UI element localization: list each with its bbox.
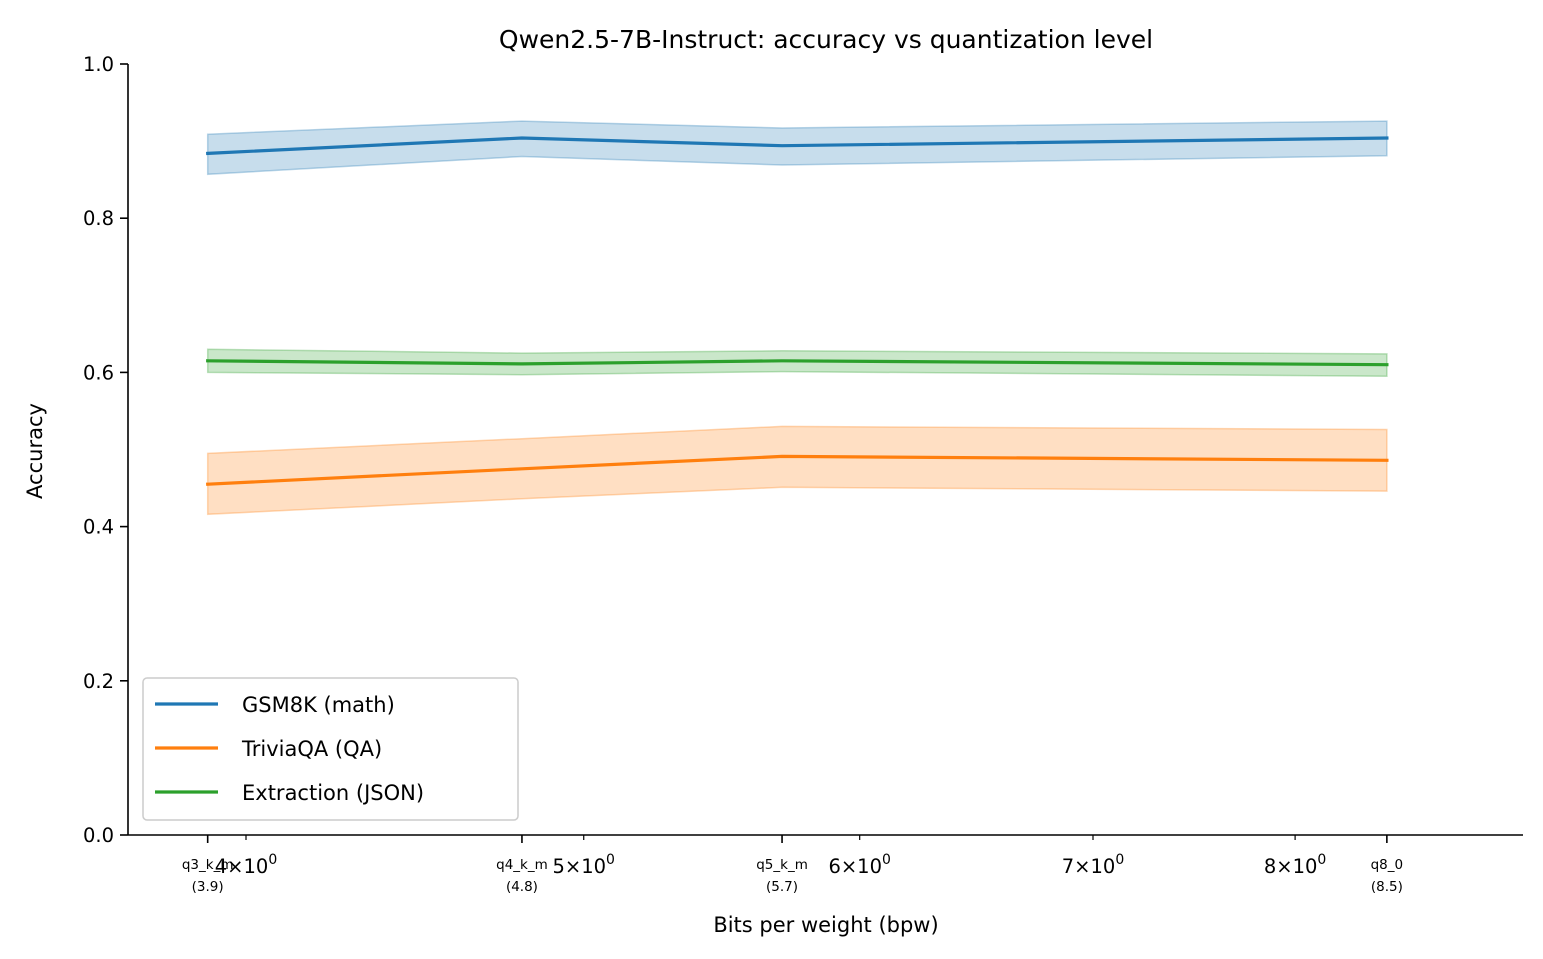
x-axis-label: Bits per weight (bpw) <box>713 913 938 937</box>
y-ticks: 0.0 0.2 0.4 0.6 0.8 1.0 <box>83 53 128 847</box>
x-category-bpw: (5.7) <box>766 879 798 895</box>
x-category-name: q5_k_m <box>756 857 808 873</box>
legend-label-0: GSM8K (math) <box>242 693 395 717</box>
x-ticks: 4×100 5×100 6×100 7×100 8×100 q3_k_m (3.9) q4_k… <box>182 835 1403 895</box>
y-tick-label: 0.4 <box>83 516 114 539</box>
chart-title: Qwen2.5-7B-Instruct: accuracy vs quantiz… <box>499 25 1153 54</box>
legend-label-2: Extraction (JSON) <box>242 781 424 805</box>
series-1-band <box>206 425 1388 516</box>
y-tick-label: 1.0 <box>83 53 114 76</box>
x-category-bpw: (3.9) <box>192 879 224 895</box>
y-tick-label: 0.2 <box>83 670 114 693</box>
x-category-bpw: (8.5) <box>1371 879 1403 895</box>
y-tick-label: 0.6 <box>83 361 114 384</box>
x-log-tick-label: 5×100 <box>552 852 614 878</box>
x-log-tick-label: 7×100 <box>1062 852 1124 878</box>
x-log-tick-label: 8×100 <box>1264 852 1326 878</box>
legend: GSM8K (math) TriviaQA (QA) Extraction (JSO… <box>142 677 519 821</box>
y-tick-label: 0.8 <box>83 207 114 230</box>
series-2-line <box>206 359 1389 367</box>
x-category-name: q4_k_m <box>496 857 548 873</box>
y-tick-label: 0.0 <box>83 824 114 847</box>
series-0-line <box>206 136 1389 156</box>
x-category-bpw: (4.8) <box>506 879 538 895</box>
series-0-band <box>206 120 1388 176</box>
axes <box>127 64 1523 836</box>
series-1-line <box>206 454 1389 486</box>
confidence-bands <box>206 120 1388 516</box>
x-log-tick-label: 4×100 <box>215 852 277 878</box>
series-2-band <box>206 348 1388 378</box>
series-lines <box>206 136 1389 486</box>
legend-label-1: TriviaQA (QA) <box>241 737 382 761</box>
x-log-tick-label: 6×100 <box>828 852 890 878</box>
x-category-name: q8_0 <box>1371 857 1404 873</box>
x-category-name: q3_k_m <box>182 857 234 873</box>
y-axis-label: Accuracy <box>23 403 47 499</box>
legend-frame <box>142 677 519 821</box>
